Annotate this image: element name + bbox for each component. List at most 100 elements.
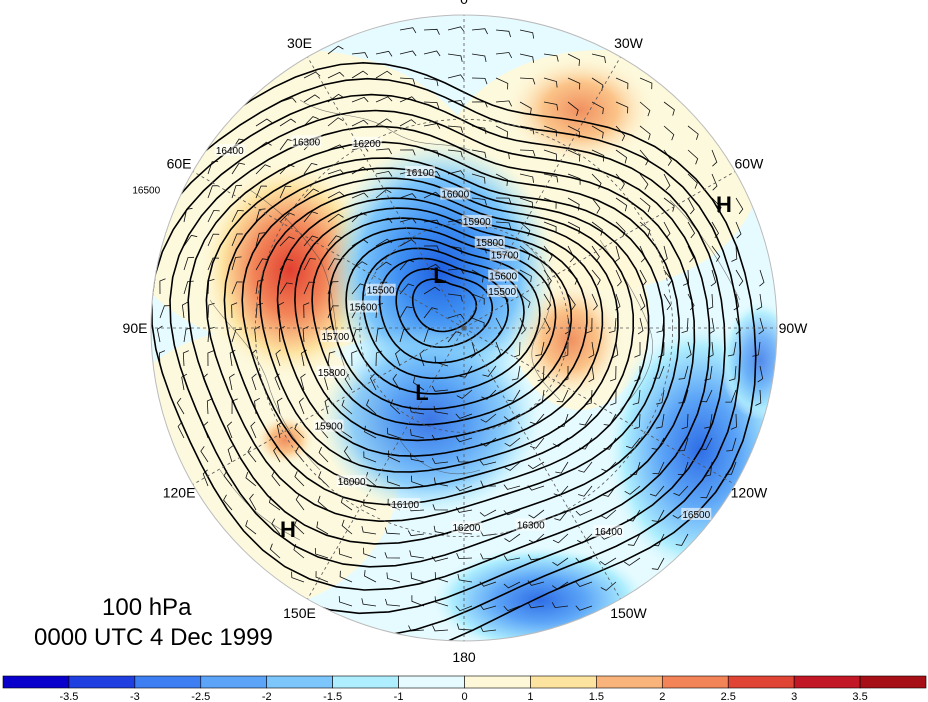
colorbar-swatch [661, 675, 729, 689]
wind-barb [615, 149, 628, 164]
wind-barb [519, 173, 534, 183]
wind-barb [327, 117, 344, 127]
wind-barb [575, 557, 593, 563]
wind-barb [250, 421, 257, 439]
wind-barb [386, 572, 401, 583]
wind-barb [575, 605, 593, 611]
wind-barb [327, 235, 343, 247]
contour-label-bg [489, 248, 520, 261]
wind-barb [279, 164, 295, 175]
wind-barb [731, 245, 738, 262]
wind-barb [423, 191, 441, 199]
high-center-label: H [716, 192, 732, 217]
wind-barb [527, 461, 545, 470]
wind-barb [207, 233, 220, 247]
wind-barb [384, 527, 401, 535]
contour-label-bg [405, 166, 436, 179]
colorbar-swatch [134, 675, 202, 689]
wind-barb [351, 52, 369, 59]
wind-barb [245, 471, 257, 487]
wind-barb [471, 149, 487, 159]
wind-barb [471, 28, 488, 35]
wind-barb [387, 450, 401, 463]
wind-barb [447, 26, 465, 32]
wind-barb [675, 533, 689, 546]
wind-barb [159, 305, 171, 319]
wind-barb [176, 397, 185, 415]
wind-barb [369, 373, 377, 391]
wind-barb [624, 557, 641, 566]
longitude-label: 0 [460, 0, 468, 7]
wind-barb [591, 125, 604, 139]
wind-barb [303, 116, 319, 127]
wind-barb [423, 307, 438, 319]
pressure-centers: L L H H [280, 192, 732, 542]
wind-barb [375, 148, 392, 155]
wind-barb [456, 389, 473, 399]
wind-barb [711, 245, 721, 262]
height-contour [151, 77, 742, 638]
wind-barb [375, 70, 393, 79]
meridian-line [463, 327, 736, 485]
wind-barb [181, 301, 188, 319]
wind-barb [504, 533, 521, 543]
wind-barb [183, 234, 198, 247]
height-contour [241, 177, 634, 489]
wind-barb [639, 77, 653, 90]
wind-barb [567, 53, 581, 66]
wind-barb [519, 101, 532, 115]
contour-label: 16100 [406, 168, 434, 179]
low-center-label: L [433, 263, 446, 288]
contour-label-bg [348, 300, 379, 313]
high-center-label: H [280, 517, 296, 542]
wind-barb [634, 342, 641, 358]
wind-barb [756, 293, 763, 311]
wind-barb [255, 164, 271, 175]
wind-barb [567, 245, 575, 263]
wind-barb [700, 389, 713, 403]
height-contour [205, 157, 665, 523]
wind-barb [615, 197, 628, 212]
contour-label: 16500 [132, 185, 160, 196]
wind-barb [206, 398, 213, 415]
wind-barb [364, 570, 377, 583]
longitude-label: 60E [167, 156, 192, 172]
colorbar: -3.5 -3 -2.5 -2 -1.5 -1 0 1 1.5 2 2.5 3 3.5 [2, 675, 927, 702]
wind-barb [615, 173, 625, 190]
wind-barb [399, 283, 415, 295]
wind-barb [399, 27, 417, 34]
wind-barb [602, 485, 617, 497]
wind-barb [294, 471, 305, 487]
wind-barb [341, 399, 353, 415]
contour-label: 15600 [349, 302, 377, 313]
colorbar-swatch [859, 675, 927, 689]
contour-label: 15900 [315, 422, 343, 433]
wind-barb [455, 485, 473, 492]
wind-barb [591, 149, 605, 162]
wind-barb [591, 221, 603, 236]
graticule [151, 15, 777, 641]
wind-barb [315, 571, 329, 583]
contour-label-bg [313, 419, 344, 432]
wind-barb [231, 162, 246, 175]
colorbar-swatch [398, 675, 465, 689]
contour-label-bg [291, 135, 322, 148]
wind-barb [275, 349, 281, 367]
wind-barb [434, 572, 449, 583]
contour-label-bg [336, 475, 367, 488]
wind-barb [652, 461, 665, 475]
meridian-line [307, 56, 465, 329]
meridian-line [192, 171, 465, 329]
contour-label: 16400 [216, 146, 244, 157]
wind-barb [503, 555, 521, 561]
wind-barb [231, 302, 238, 319]
wind-barb [480, 480, 497, 487]
height-contour [378, 257, 510, 364]
wind-barb [591, 197, 601, 214]
wind-barb [651, 557, 665, 570]
height-contour [151, 93, 726, 615]
wind-barb [578, 461, 593, 473]
wind-barb [431, 385, 449, 392]
wind-barb [351, 70, 369, 79]
wind-barb [447, 53, 463, 62]
